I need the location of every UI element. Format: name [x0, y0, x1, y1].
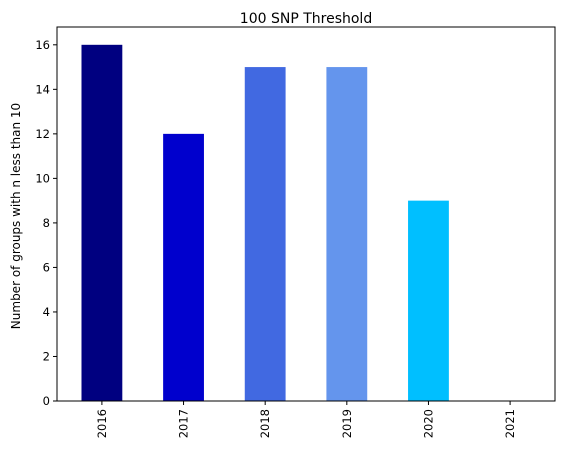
bar-2016 [81, 44, 123, 402]
plot-frame [56, 26, 556, 402]
y-tick-label: 0 [43, 394, 50, 408]
x-tick-label: 2016 [95, 409, 109, 438]
x-tick-label: 2017 [177, 409, 191, 438]
x-axis-ticks: 2016 2017 2018 2019 2020 2021 [95, 401, 517, 438]
x-tick-label: 2019 [340, 409, 354, 438]
y-axis-ticks: 0 2 4 6 8 10 12 14 16 [35, 38, 57, 408]
x-tick-label: 2021 [503, 409, 517, 438]
chart-title: 100 SNP Threshold [240, 11, 372, 27]
bars-group [81, 44, 449, 402]
y-tick-label: 14 [35, 82, 50, 96]
y-tick-label: 12 [35, 127, 50, 141]
y-tick-label: 10 [35, 171, 50, 185]
bar-2018 [244, 67, 286, 401]
y-tick-label: 6 [43, 260, 50, 274]
y-tick-label: 8 [43, 216, 50, 230]
x-tick-label: 2020 [421, 409, 435, 438]
x-tick-label: 2018 [258, 409, 272, 438]
y-tick-label: 2 [43, 349, 50, 363]
y-axis-label: Number of groups with n less than 10 [9, 103, 23, 329]
y-tick-label: 16 [35, 38, 50, 52]
bar-2019 [326, 67, 368, 401]
bar-2020 [408, 200, 449, 401]
bar-2017 [163, 133, 204, 402]
y-tick-label: 4 [43, 305, 50, 319]
